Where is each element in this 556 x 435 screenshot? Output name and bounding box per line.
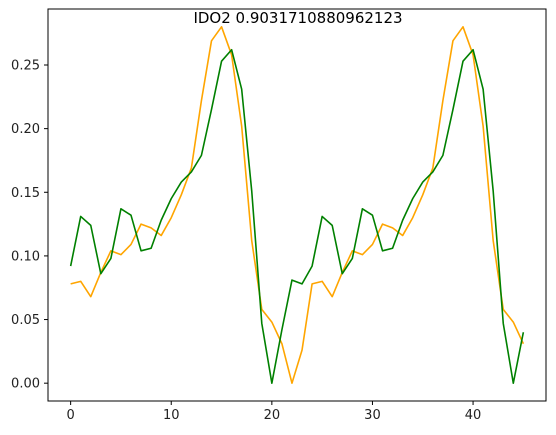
x-tick-label: 10 (163, 408, 180, 423)
chart-title: IDO2 0.9031710880962123 (193, 9, 402, 27)
y-tick-label: 0.25 (11, 59, 40, 74)
plot-frame (47, 8, 547, 402)
series-line-0 (70, 26, 525, 384)
x-tick-label: 40 (465, 408, 482, 423)
y-tick-label: 0.10 (11, 249, 40, 264)
y-tick-label: 0.05 (11, 313, 40, 328)
x-axis: 0 10 20 30 40 (66, 401, 481, 423)
y-tick-label: 0.00 (11, 377, 40, 392)
series-layer (69, 26, 525, 384)
series-line-1 (69, 48, 525, 384)
x-tick-label: 20 (264, 408, 281, 423)
y-tick-label: 0.20 (11, 122, 40, 137)
y-axis: 0.00 0.05 0.10 0.15 0.20 0.25 (11, 59, 48, 392)
x-tick-label: 30 (364, 408, 381, 423)
y-tick-label: 0.15 (11, 186, 40, 201)
x-tick-label: 0 (66, 408, 74, 423)
